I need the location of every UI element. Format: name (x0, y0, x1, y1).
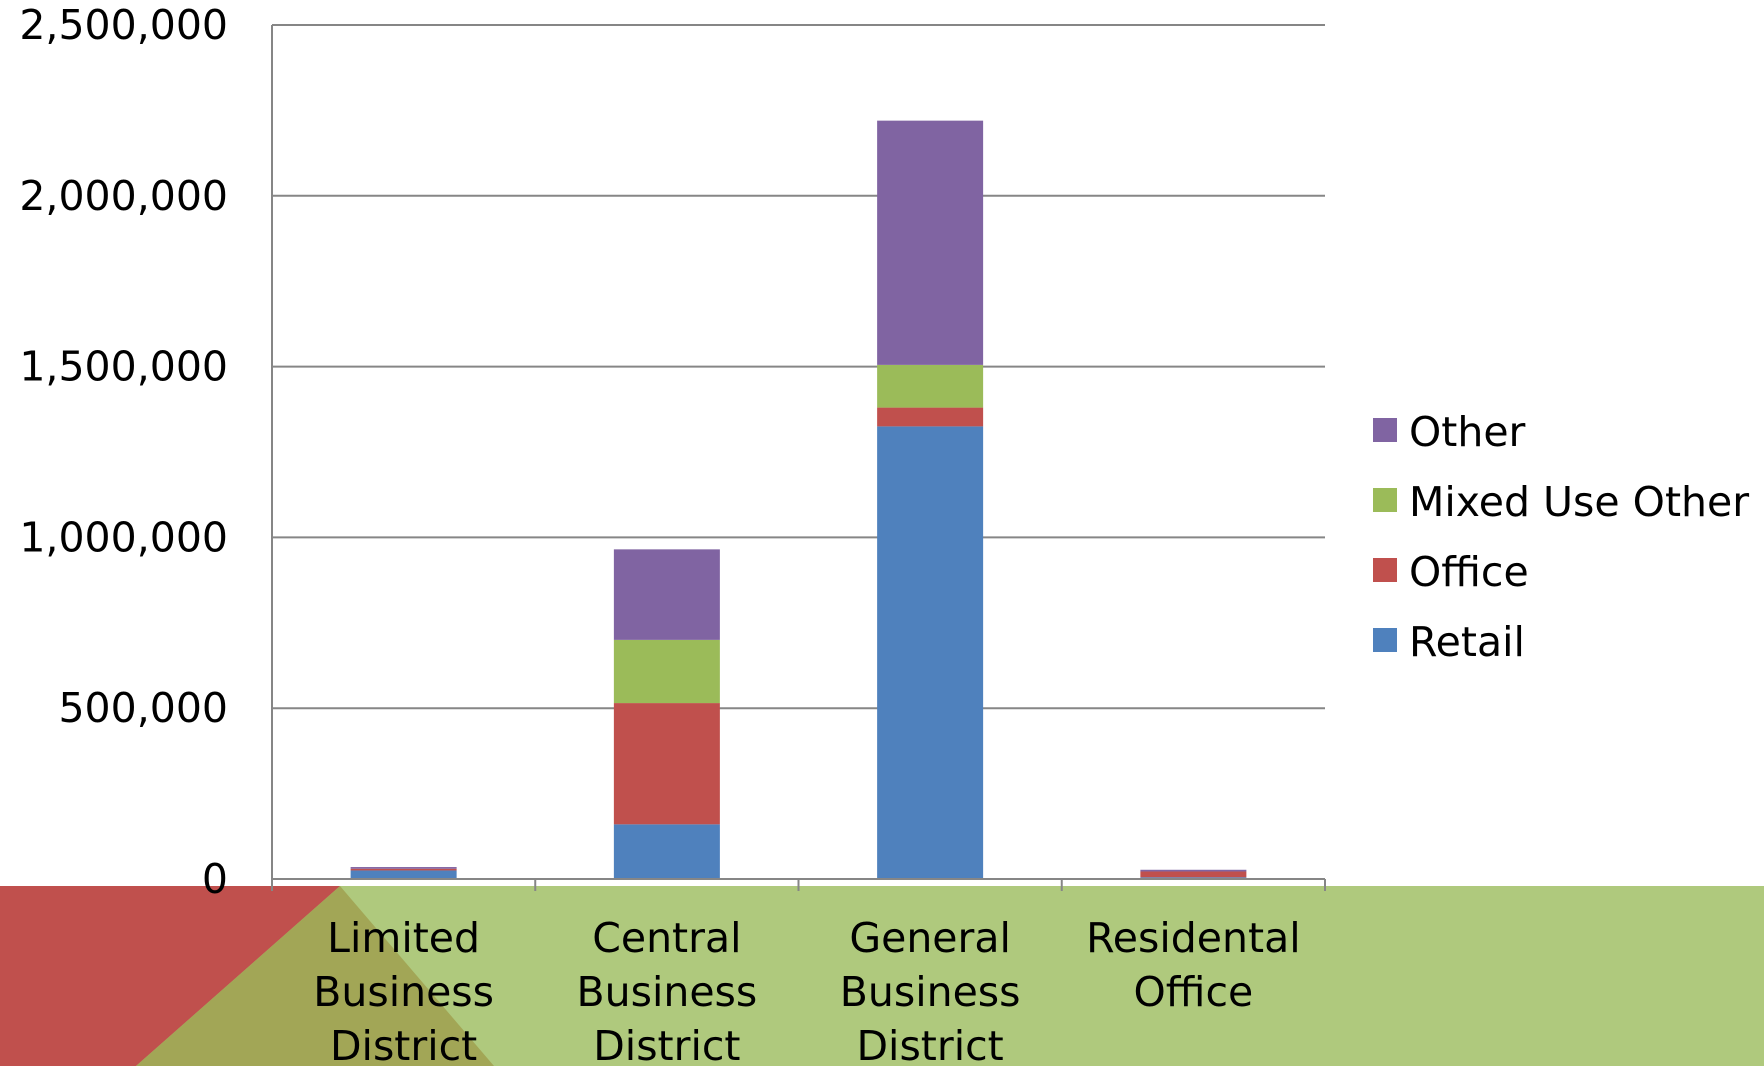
x-category-label: Central Business District (576, 914, 757, 1066)
axes: Limited Business District Central Business Di… (271, 25, 1326, 1066)
bar-segment (877, 120, 984, 365)
x-category-label: General Business District (840, 914, 1021, 1066)
legend-swatch (1373, 418, 1397, 442)
legend-swatch (1373, 558, 1397, 582)
bar-segment (613, 549, 720, 640)
y-tick-label: 1,500,000 (19, 343, 228, 391)
gridlines: 0 500,000 1,000,000 1,500,000 2,000,000 2,500… (19, 1, 1325, 903)
legend-label: Mixed Use Other (1409, 478, 1749, 526)
x-category-label: Limited Business District (313, 914, 494, 1066)
bar-segment (350, 868, 457, 871)
bar-segment (1140, 871, 1247, 878)
legend-swatch (1373, 628, 1397, 652)
decorative-footer-band (0, 886, 1764, 1066)
bar-segment (1140, 869, 1247, 872)
bar-segment (613, 824, 720, 879)
footer-accent-red (0, 886, 340, 1066)
bar-segment (613, 639, 720, 704)
bar-segment (877, 426, 984, 879)
bar-segment (877, 407, 984, 427)
y-tick-label: 1,000,000 (19, 513, 228, 561)
legend-label: Other (1409, 408, 1526, 456)
x-category-label: Residental Office (1086, 914, 1300, 1016)
y-tick-label: 2,000,000 (19, 172, 228, 220)
legend-swatch (1373, 488, 1397, 512)
y-tick-label: 0 (202, 855, 228, 903)
legend: Other Mixed Use Other Office Retail (1373, 408, 1749, 666)
bar-segment (350, 870, 457, 879)
legend-label: Retail (1409, 618, 1525, 666)
bar-segment (613, 703, 720, 825)
y-tick-label: 2,500,000 (19, 1, 228, 49)
legend-label: Office (1409, 548, 1529, 596)
bars (350, 120, 1247, 879)
footer-accent-overlap (136, 886, 494, 1066)
y-tick-label: 500,000 (58, 684, 228, 732)
bar-segment (877, 364, 984, 408)
bar-segment (350, 867, 457, 869)
